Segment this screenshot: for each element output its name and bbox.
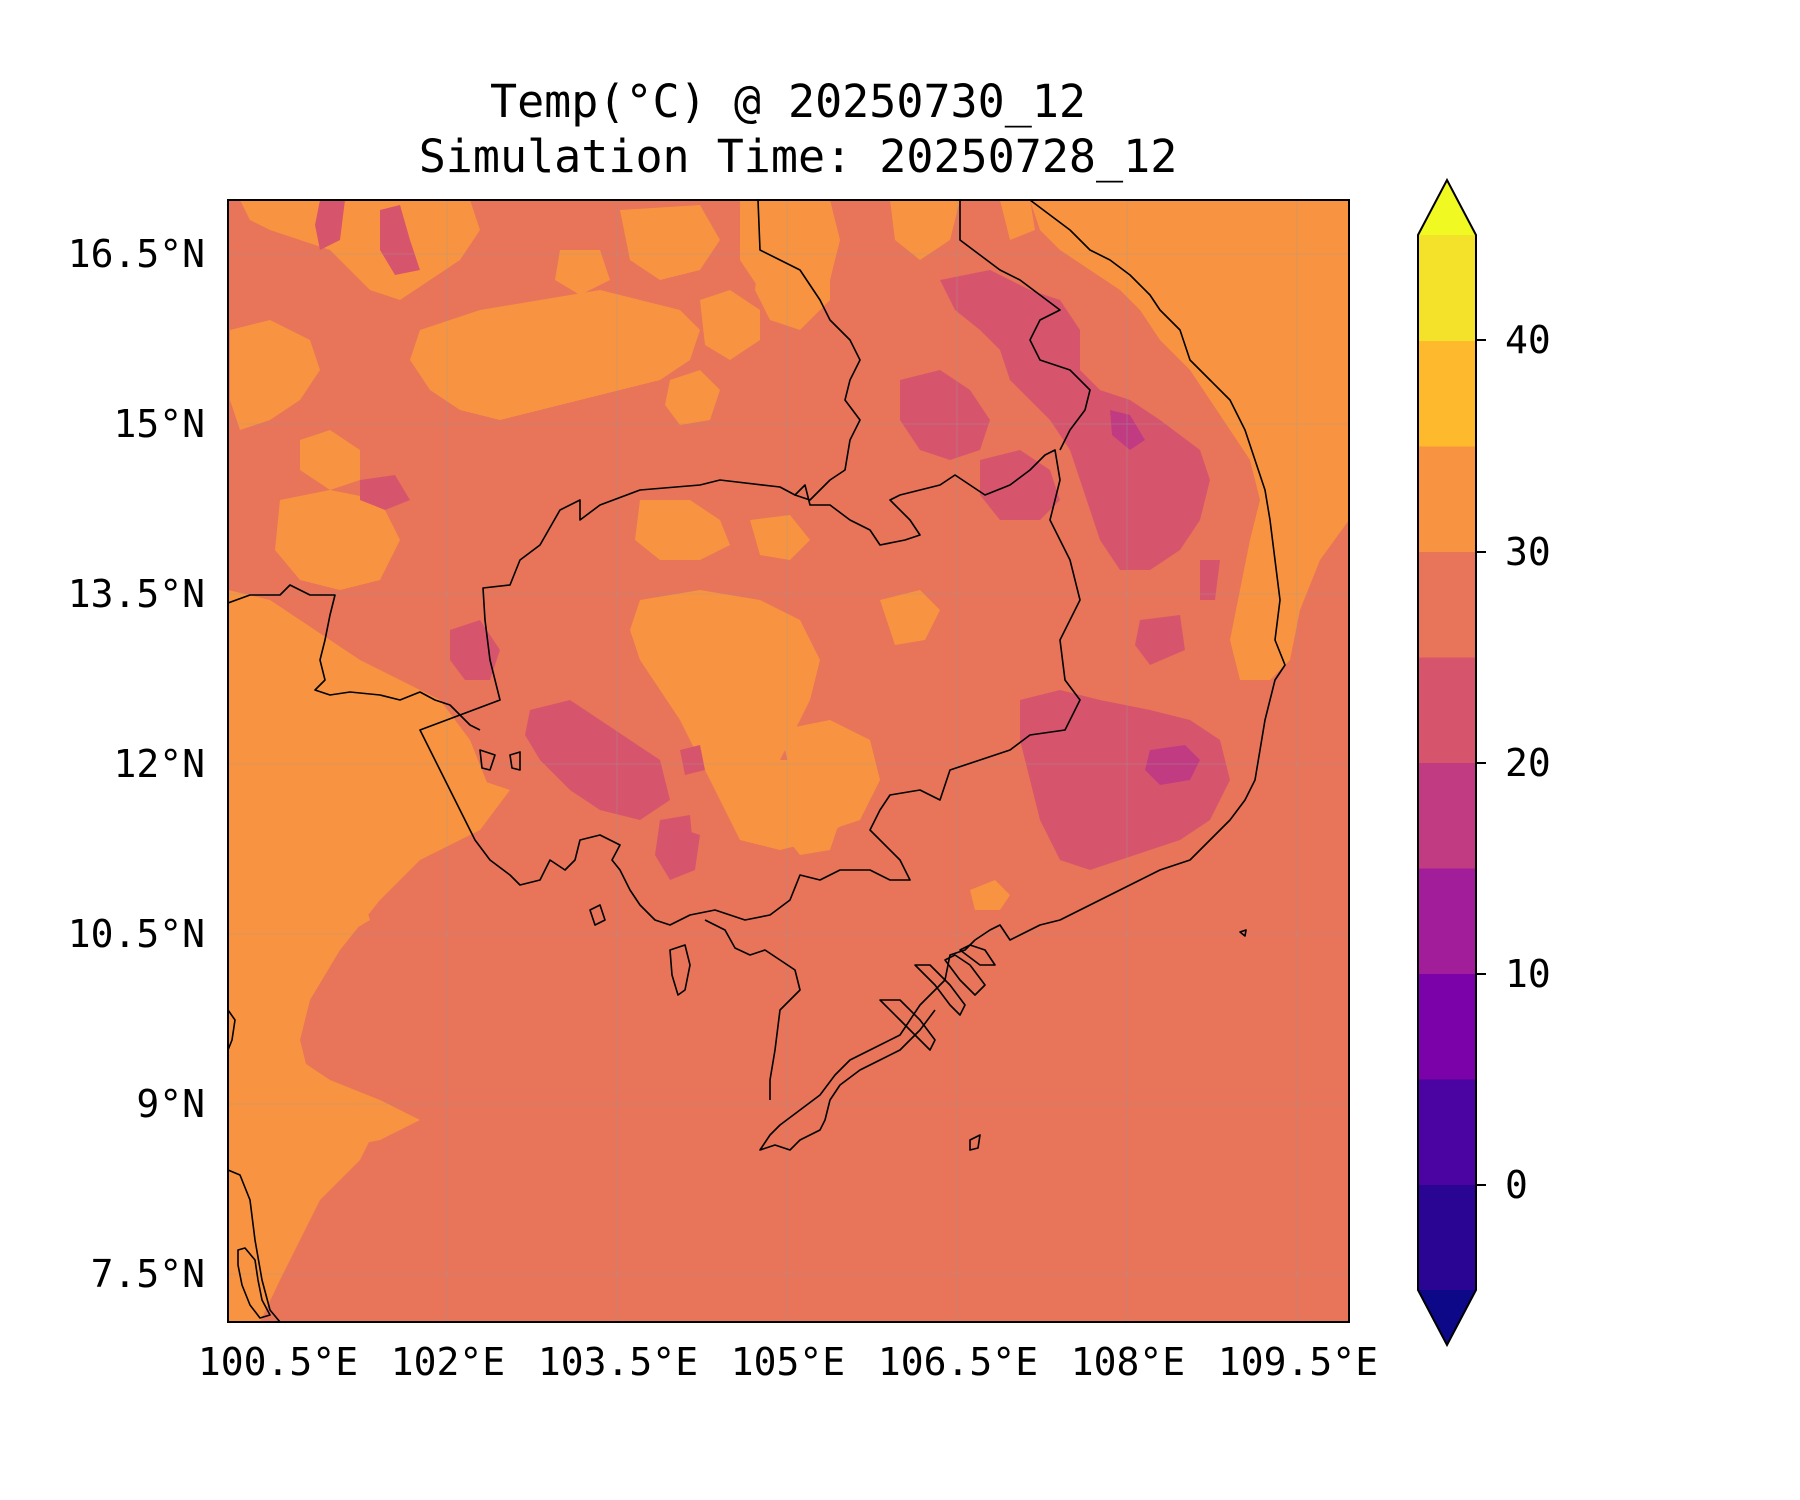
y-tick-label: 13.5°N [68,572,205,616]
colorbar-over-extension [1418,180,1476,235]
x-tick-label: 102°E [391,1340,505,1384]
gridlines [228,200,1349,1322]
x-tick-label: 106.5°E [878,1340,1038,1384]
colorbar-outline [1417,177,1477,1348]
colorbar-segment [1418,235,1476,341]
map-subtitle: Simulation Time: 20250728_12 [419,130,1178,183]
map-frame [227,199,1350,1323]
x-tick-label: 105°E [731,1340,845,1384]
x-tick-label: 108°E [1071,1340,1185,1384]
colorbar-tick-label: 30 [1505,530,1551,574]
colorbar-tick-label: 40 [1505,318,1551,362]
thailand-border-west [228,584,481,731]
y-tick-label: 12°N [113,742,205,786]
malay-peninsula-coast [228,1169,281,1322]
coastlines-and-borders [228,200,1286,1322]
x-tick-label: 103.5°E [538,1340,698,1384]
colorbar-tick-label: 20 [1505,741,1551,785]
laos-thailand-border [757,200,861,501]
colorbar [1417,177,1477,1348]
temp-field-20-25 [315,200,1230,880]
map-title: Temp(°C) @ 20250730_12 [490,75,1086,128]
colorbar-segment [1418,762,1476,869]
x-tick-label: 100.5°E [198,1340,358,1384]
colorbar-segment [1418,340,1476,447]
y-tick-label: 16.5°N [68,232,205,276]
y-tick-label: 10.5°N [68,912,205,956]
colorbar-under-extension [1418,1290,1476,1345]
colorbar-ticks: 40 30 20 10 0 [1476,318,1551,1207]
y-tick-label: 15°N [113,402,205,446]
colorbar-tick-label: 10 [1505,952,1551,996]
y-axis: 16.5°N 15°N 13.5°N 12°N 10.5°N 9°N 7.5°N [68,232,205,1296]
cambodia-border [419,449,1081,926]
temp-field-15-20 [1110,410,1200,785]
x-tick-label: 109.5°E [1218,1340,1378,1384]
laos-vietnam-border [959,200,1091,451]
colorbar-segment [1418,868,1476,974]
colorbar-segment [1418,1079,1476,1185]
colorbar-segment [1418,551,1476,658]
colorbar-segment [1418,657,1476,763]
vietnam-coast [759,200,1286,1151]
colorbar-segment [1418,1184,1476,1291]
colorbar-tick-label: 0 [1505,1163,1528,1207]
y-tick-label: 7.5°N [91,1252,205,1296]
temp-field-30-35 [228,200,1349,1322]
colorbar-segment [1418,973,1476,1080]
colorbar-segment [1418,446,1476,552]
y-tick-label: 9°N [136,1082,205,1126]
map-panel [228,200,1349,1322]
x-axis: 100.5°E 102°E 103.5°E 105°E 106.5°E 108°… [198,1340,1378,1384]
